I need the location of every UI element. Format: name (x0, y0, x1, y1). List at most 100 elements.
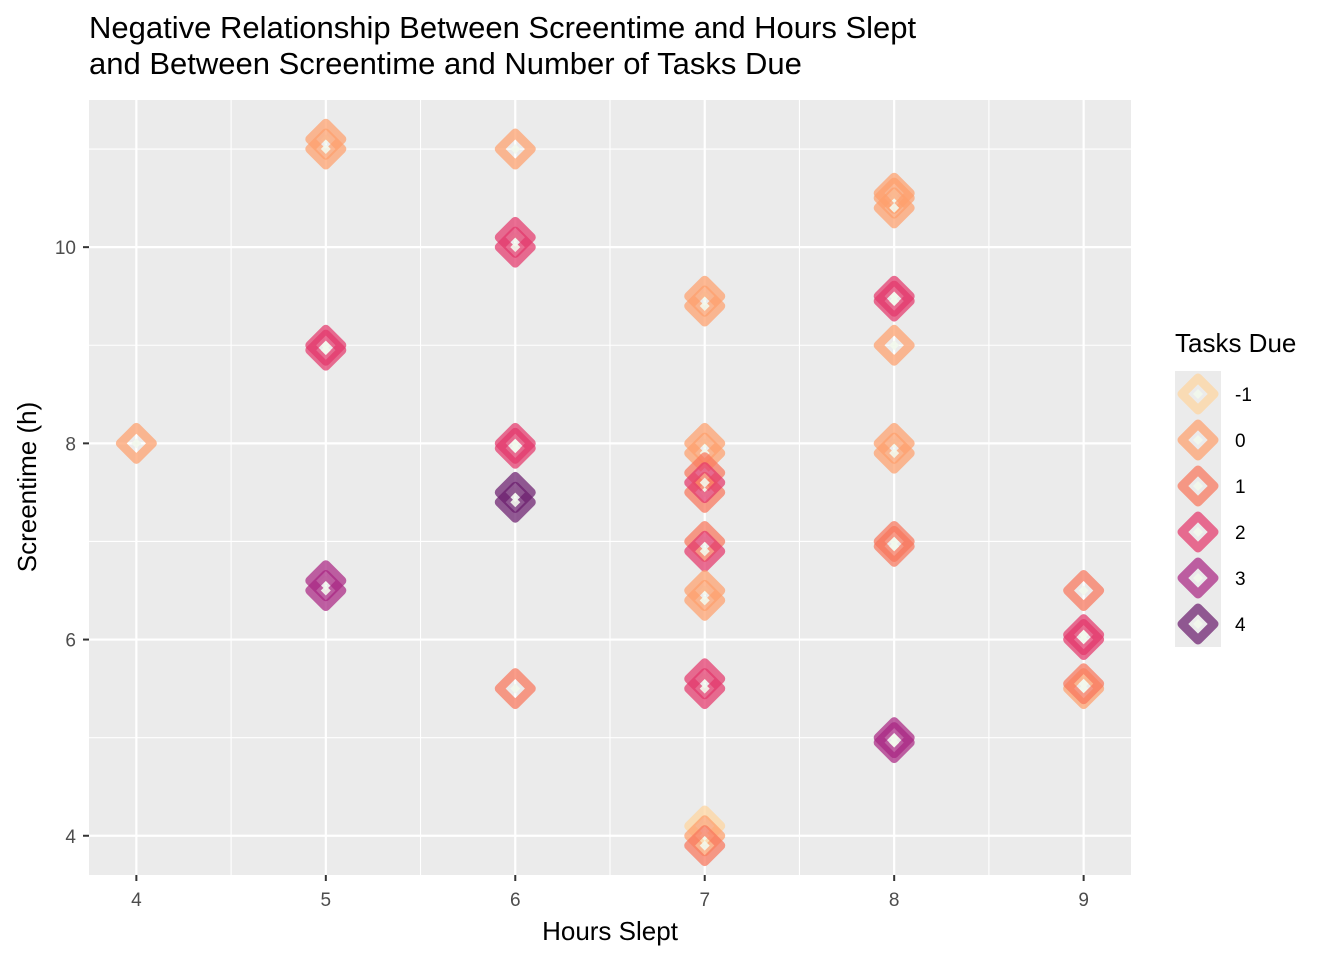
legend-key-outline (1177, 511, 1219, 553)
data-point-center (699, 683, 710, 694)
x-tick-label: 8 (889, 890, 900, 911)
data-point-outline (115, 422, 157, 464)
data-point-outline (873, 177, 915, 219)
data-point-center (889, 541, 900, 552)
data-point (873, 187, 915, 229)
legend-key (1177, 373, 1219, 415)
data-point-center (889, 448, 900, 459)
data-point-outline (1063, 663, 1105, 705)
legend-key-outline (1177, 603, 1219, 645)
data-point-center (320, 345, 331, 356)
data-point (684, 668, 726, 710)
data-point-outline (494, 471, 536, 513)
data-point-outline (684, 815, 726, 857)
legend-key (1177, 603, 1219, 645)
legend-key (1177, 511, 1219, 553)
y-axis-title: Screentime (h) (12, 402, 42, 573)
x-tick-label: 5 (321, 890, 332, 911)
x-axis-ticks: 4 5 6 7 8 9 (131, 875, 1089, 911)
data-point-outline (684, 668, 726, 710)
data-point (684, 462, 726, 504)
data-point (494, 481, 536, 523)
data-point (684, 579, 726, 621)
data-point (494, 226, 536, 268)
data-point-outline (684, 825, 726, 867)
grid-minor (89, 100, 1131, 875)
data-point-outline (494, 216, 536, 258)
data-point-center (510, 242, 521, 253)
legend-key-outline (1177, 557, 1219, 599)
legend-key-center (1193, 619, 1203, 629)
x-tick-label: 9 (1078, 890, 1089, 911)
data-point (115, 422, 157, 464)
legend-key-center (1193, 481, 1203, 491)
data-point-outline (684, 579, 726, 621)
data-point-outline (684, 570, 726, 612)
data-point (494, 668, 536, 710)
data-point (684, 285, 726, 327)
data-point (873, 324, 915, 366)
data-point (873, 280, 915, 322)
legend-key-center (1193, 573, 1203, 583)
data-point-outline (494, 668, 536, 710)
legend-key (1177, 465, 1219, 507)
data-point (684, 825, 726, 867)
data-point-outline (1063, 570, 1105, 612)
data-point-outline (305, 128, 347, 170)
data-point-outline (305, 560, 347, 602)
data-point (1063, 570, 1105, 612)
data-point-center (1078, 629, 1089, 640)
data-point-center (889, 296, 900, 307)
legend-key (1177, 419, 1219, 461)
data-point (494, 427, 536, 469)
data-point-outline (873, 432, 915, 474)
data-point-outline (1063, 614, 1105, 656)
data-point-center (699, 301, 710, 312)
y-axis-ticks: 4 6 8 10 (55, 238, 89, 848)
data-point-outline (494, 226, 536, 268)
legend-entries: -1 0 1 2 3 4 (1177, 373, 1252, 645)
data-point (873, 432, 915, 474)
data-point-outline (684, 285, 726, 327)
data-point (1063, 663, 1105, 705)
data-point-center (510, 497, 521, 508)
data-point (873, 722, 915, 764)
data-point-center (699, 840, 710, 851)
data-point-outline (684, 275, 726, 317)
legend-label: 2 (1235, 523, 1246, 544)
data-point-outline (873, 525, 915, 567)
x-tick-label: 6 (510, 890, 521, 911)
legend-label: -1 (1235, 385, 1252, 406)
legend-key-center (1193, 389, 1203, 399)
data-point-outline (305, 570, 347, 612)
data-point-center (699, 546, 710, 557)
data-point-outline (873, 187, 915, 229)
chart-title: Negative Relationship Between Screentime… (89, 10, 917, 81)
data-point-outline (873, 722, 915, 764)
data-point-outline (684, 520, 726, 562)
data-point-center (510, 683, 521, 694)
legend-key-center (1193, 435, 1203, 445)
data-point-center (320, 144, 331, 155)
data-point-center (889, 340, 900, 351)
legend-key-background (1175, 371, 1221, 647)
data-point (305, 570, 347, 612)
data-point-center (889, 737, 900, 748)
data-point-center (510, 443, 521, 454)
data-point-outline (684, 530, 726, 572)
data-point-center (699, 595, 710, 606)
legend-key (1177, 557, 1219, 599)
data-point (684, 530, 726, 572)
x-tick-label: 7 (699, 890, 710, 911)
data-point-outline (684, 658, 726, 700)
legend-key-outline (1177, 373, 1219, 415)
legend-label: 3 (1235, 569, 1246, 590)
legend-key-outline (1177, 419, 1219, 461)
legend-label: 0 (1235, 431, 1246, 452)
data-point (494, 128, 536, 170)
data-point-outline (873, 422, 915, 464)
x-tick-label: 4 (131, 890, 142, 911)
legend-key-outline (1177, 465, 1219, 507)
data-point-center (1078, 678, 1089, 689)
